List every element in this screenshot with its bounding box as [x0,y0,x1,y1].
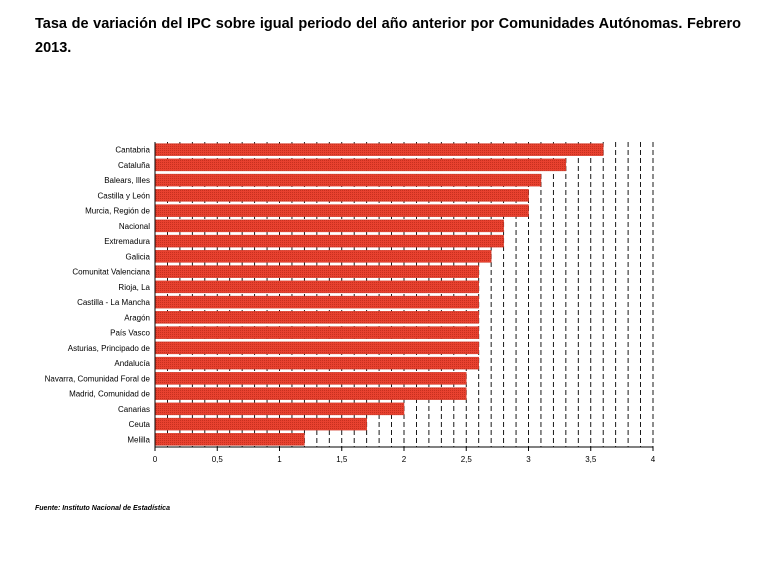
category-label: Cantabria [115,146,150,155]
bar [154,265,479,278]
bar [154,280,479,294]
bar [154,356,479,370]
bar [154,341,479,355]
category-label: Canarias [118,405,150,414]
bar [154,189,529,202]
bar [154,387,467,400]
category-label: Asturias, Principado de [68,344,151,353]
category-label: Melilla [127,435,150,444]
x-tick-label: 4 [651,455,656,464]
bar [154,204,529,217]
x-tick-label: 3 [526,455,531,464]
category-label: Navarra, Comunidad Foral de [45,374,151,383]
category-label: Murcia, Región de [85,207,150,216]
category-label: Extremadura [104,237,150,246]
bar [154,311,479,324]
bar [154,372,467,385]
bar [154,219,504,233]
bar [154,326,479,339]
bar [154,402,405,416]
category-label: Andalucía [114,359,150,368]
category-label: Comunitat Valenciana [72,268,150,277]
source-note: Fuente: Instituto Nacional de Estadístic… [35,505,170,512]
category-label: País Vasco [110,329,150,338]
x-tick-label: 2 [402,455,407,464]
category-label: Aragón [124,313,150,322]
bar [154,173,542,187]
category-label: Madrid, Comunidad de [69,390,150,399]
category-label: Balears, Illes [104,176,150,185]
category-label: Cataluña [118,161,151,170]
x-tick-label: 1,5 [336,455,348,464]
bar [154,250,492,263]
bar [154,417,367,431]
chart-title: Tasa de variación del IPC sobre igual pe… [35,16,741,56]
x-axis: 0 0,5 1 1,5 2 2,5 3 3,5 4 [153,142,656,464]
x-tick-label: 2,5 [461,455,473,464]
category-label: Castilla y León [98,191,150,200]
grid-lines [166,142,654,447]
x-tick-label: 3,5 [585,455,597,464]
category-labels: Cantabria Cataluña Balears, Illes Castilla … [45,146,151,445]
category-label: Rioja, La [118,283,150,292]
x-tick-label: 0,5 [212,455,224,464]
category-label: Castilla - La Mancha [77,298,150,307]
category-label: Nacional [119,222,150,231]
category-label: Ceuta [129,420,151,429]
x-tick-label: 0 [153,455,158,464]
bar [154,158,567,172]
bars [154,143,604,446]
x-tick-label: 1 [277,455,282,464]
bar [154,295,479,309]
category-label: Galicia [126,252,151,261]
bar [154,143,604,156]
bar [154,234,504,248]
bar [154,433,305,446]
